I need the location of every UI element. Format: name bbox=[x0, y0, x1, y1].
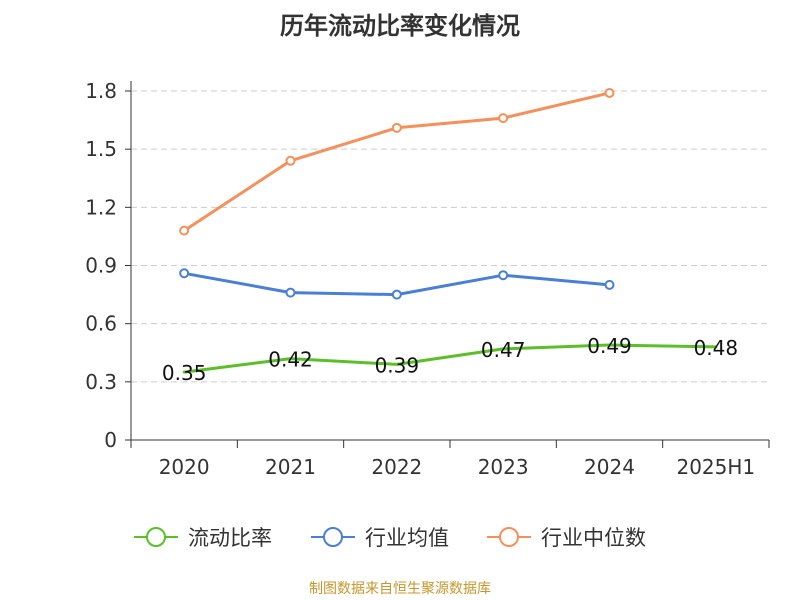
chart-title: 历年流动比率变化情况 bbox=[280, 12, 520, 40]
x-tick-label: 2024 bbox=[584, 455, 635, 479]
data-label: 0.48 bbox=[694, 336, 739, 360]
data-point bbox=[604, 87, 615, 98]
data-label: 0.35 bbox=[162, 361, 207, 385]
legend-marker bbox=[499, 527, 519, 547]
data-point bbox=[391, 289, 402, 300]
series-line bbox=[182, 343, 718, 374]
x-tick-label: 2021 bbox=[265, 455, 316, 479]
legend-marker bbox=[323, 527, 343, 547]
y-tick-label: 1.5 bbox=[85, 137, 117, 161]
y-tick-label: 0.3 bbox=[85, 370, 117, 394]
grid-lines bbox=[131, 90, 769, 383]
y-tick-label: 0.9 bbox=[85, 254, 117, 278]
data-label: 0.47 bbox=[481, 338, 526, 362]
y-tick-label: 0 bbox=[104, 428, 117, 452]
y-tick-label: 1.2 bbox=[85, 195, 117, 219]
x-tick-label: 2022 bbox=[371, 455, 422, 479]
x-tick-label: 2023 bbox=[478, 455, 529, 479]
y-tick-label: 0.6 bbox=[85, 312, 117, 336]
data-point bbox=[285, 287, 296, 298]
source-note: 制图数据来自恒生聚源数据库 bbox=[309, 581, 491, 597]
data-label: 0.49 bbox=[587, 334, 632, 358]
data-point bbox=[498, 113, 509, 124]
axes: 0 0.3 0.6 0.9 1.2 1.5 1.8 2020 2021 2022 2023 2024 2… bbox=[85, 79, 770, 479]
legend-label: 流动比率 bbox=[188, 526, 272, 550]
data-point bbox=[391, 122, 402, 133]
data-label: 0.42 bbox=[268, 348, 313, 372]
legend-marker bbox=[146, 527, 166, 547]
series-line bbox=[182, 91, 611, 233]
x-tick-label: 2020 bbox=[159, 455, 210, 479]
legend-label: 行业中位数 bbox=[541, 526, 646, 550]
data-label: 0.39 bbox=[375, 353, 420, 377]
data-point bbox=[179, 268, 190, 279]
data-point bbox=[285, 155, 296, 166]
data-point bbox=[179, 225, 190, 236]
y-tick-label: 1.8 bbox=[85, 79, 117, 103]
data-point bbox=[604, 279, 615, 290]
data-labels: 0.35 0.42 0.39 0.47 0.49 0.48 bbox=[162, 334, 738, 385]
legend: 流动比率 行业均值 行业中位数 bbox=[134, 526, 646, 550]
x-tick-label: 2025H1 bbox=[676, 455, 755, 479]
legend-label: 行业均值 bbox=[365, 526, 449, 550]
data-point bbox=[498, 270, 509, 281]
series-lines bbox=[179, 87, 718, 374]
